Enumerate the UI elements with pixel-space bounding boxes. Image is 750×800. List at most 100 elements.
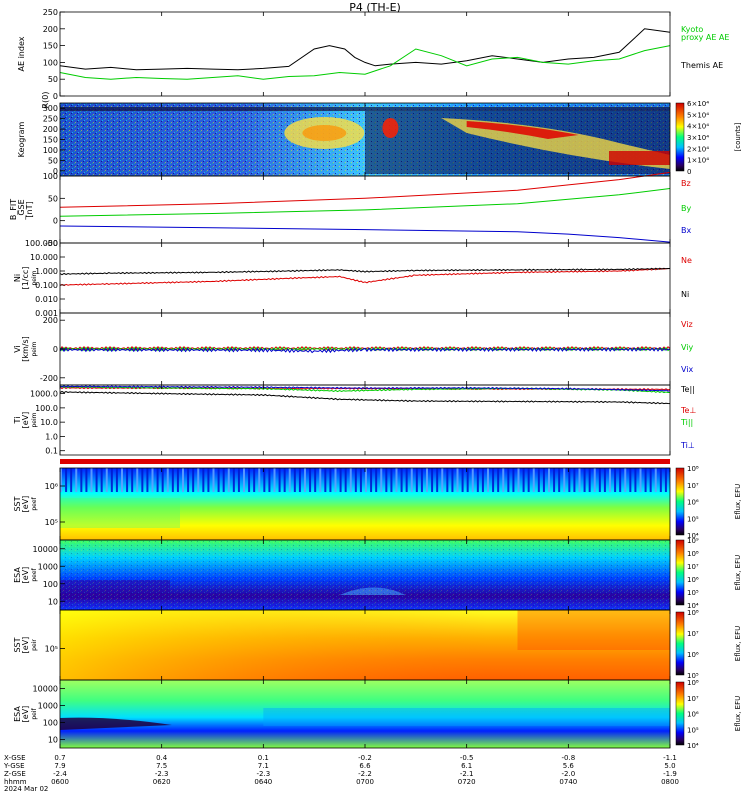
sst-e-stripe	[664, 468, 667, 492]
sst-e-stripe	[334, 468, 337, 492]
sst_i-ylabel-small: peir	[31, 639, 38, 651]
density-series-Ni-line	[59, 267, 670, 276]
esa_i-ytick-label: 1000	[38, 702, 58, 711]
sst-e-stripe	[481, 468, 484, 492]
sst-e-stripe	[527, 468, 530, 492]
sst-e-stripe	[293, 468, 296, 492]
ephem-value: 0.7	[54, 754, 65, 762]
keogram-colorbar-tick: 3×10⁴	[687, 134, 709, 142]
esa-i-colorbar-tick: 10⁷	[687, 695, 699, 703]
ephem-value: -2.3	[256, 770, 270, 778]
ephem-value: 5.0	[664, 762, 675, 770]
density-ytick-label: 0.010	[35, 295, 58, 304]
esa-i-colorbar-tick: 10⁴	[687, 742, 699, 750]
temperature-ytick-label: 10.0	[40, 418, 58, 427]
esa-i-colorbar	[675, 681, 685, 746]
ae-ytick-label: 100	[43, 58, 58, 67]
sst_e-ylabel: SST	[13, 496, 22, 511]
sst-e-stripe	[197, 468, 200, 492]
keogram-colorbar-tick: 5×10⁴	[687, 111, 709, 119]
esa-e-colorbar-tick: 10⁸	[687, 550, 699, 558]
esa_e-ylabel-small: peef	[31, 567, 38, 581]
esa_i-ylabel: ESA	[13, 706, 22, 722]
legend-kyoto: Kyoto	[681, 25, 703, 34]
sst-e-stripe	[558, 468, 561, 492]
sst-e-stripe	[583, 468, 586, 492]
sst-e-stripe	[192, 468, 195, 492]
bfield-series-By-line	[59, 188, 671, 217]
ephem-value: 0600	[51, 778, 69, 786]
esa-e-colorbar-label: Eflux, EFU	[734, 555, 742, 590]
density-ylabel: [1/cc]	[21, 267, 30, 290]
sst-e-stripe	[136, 468, 139, 492]
sst-e-stripe	[563, 468, 566, 492]
line-series	[59, 28, 671, 405]
spacecraft-bar	[60, 459, 670, 464]
esa_e-ytick-label: 10000	[33, 545, 58, 554]
sst-e-stripe	[649, 468, 652, 492]
sst-e-stripe	[65, 468, 68, 492]
esa-e-colorbar-tick: 10⁹	[687, 537, 699, 545]
ephem-value: -2.4	[53, 770, 67, 778]
sst-e-colorbar-tick: 10⁵	[687, 515, 699, 523]
sst-e-stripe	[146, 468, 149, 492]
sst-e-stripe	[126, 468, 129, 492]
density-ytick-label: 0.100	[35, 281, 58, 290]
keogram-ytick-label: 150	[43, 136, 58, 145]
sst_i-ylabel: [eV]	[21, 637, 30, 654]
sst-e-stripe	[385, 468, 388, 492]
sst-e-stripe	[436, 468, 439, 492]
ephem-value: 7.1	[258, 762, 269, 770]
esa-e-colorbar-tick: 10⁶	[687, 576, 699, 584]
sst-e-stripe	[166, 468, 169, 492]
esa-i-image	[60, 680, 670, 748]
sst-e-stripe	[619, 468, 622, 492]
esa-i-band	[263, 708, 670, 726]
sst_e-ytick-label: 10⁶	[45, 482, 58, 491]
esa_e-ylabel: ESA	[13, 567, 22, 583]
sst-e-stripe	[629, 468, 632, 492]
ephem-value: 0720	[458, 778, 476, 786]
temperature-series-Te-line	[59, 390, 671, 405]
sst-e-stripe	[634, 468, 637, 492]
sst-e-stripes	[60, 468, 667, 492]
sst-e-stripe	[141, 468, 144, 492]
labels: 6×10⁴ 5×10⁴ 4×10⁴ 3×10⁴ 2×10⁴ 1×10⁴ 0 [counts] 1…	[3, 8, 742, 793]
ephem-value: -2.0	[561, 770, 575, 778]
velocity-ytick-label: 0	[53, 345, 58, 354]
panel-frames	[59, 11, 671, 749]
keogram-ytick-label: 250	[43, 115, 58, 124]
sst-i-colorbar-tick: 10⁸	[687, 609, 699, 617]
sst-e-stripe	[85, 468, 88, 492]
sst-e-colorbar-tick: 10⁸	[687, 465, 699, 473]
ephem-value: -1.1	[663, 754, 677, 762]
temperature-ytick-label: 1000.0	[30, 390, 58, 399]
sst-e-stripe	[232, 468, 235, 492]
sst-e-stripe	[105, 468, 108, 492]
sst-e-stripe	[156, 468, 159, 492]
sst_i-ytick-label: 10⁵	[45, 645, 58, 654]
keogram-band	[60, 107, 670, 111]
ephem-row-label: hhmm	[4, 778, 27, 786]
sst-e-stripe	[537, 468, 540, 492]
ephem-value: -2.3	[155, 770, 169, 778]
sst-e-stripe	[365, 468, 367, 492]
sst-e-stripe	[639, 468, 642, 492]
ephem-value: 6.6	[359, 762, 371, 770]
sst-e-stripe	[212, 468, 215, 492]
legend-te-par: Te||	[680, 385, 695, 394]
ephem-value: -0.5	[460, 754, 474, 762]
sst-e-stripe	[187, 468, 190, 492]
keogram-colorbar-tick: 1×10⁴	[687, 157, 709, 165]
spectrogram-images	[60, 102, 685, 748]
sst-e-stripe	[227, 468, 230, 492]
sst-e-stripe	[121, 468, 123, 492]
sst-e-stripe	[207, 468, 210, 492]
sst-e-stripe	[237, 468, 240, 492]
legend-by: By	[681, 204, 691, 213]
legend-viy: Viy	[681, 343, 694, 352]
sst-e-stripe	[100, 468, 103, 492]
sst-e-stripe	[654, 468, 657, 492]
sst-e-stripe	[380, 468, 383, 492]
